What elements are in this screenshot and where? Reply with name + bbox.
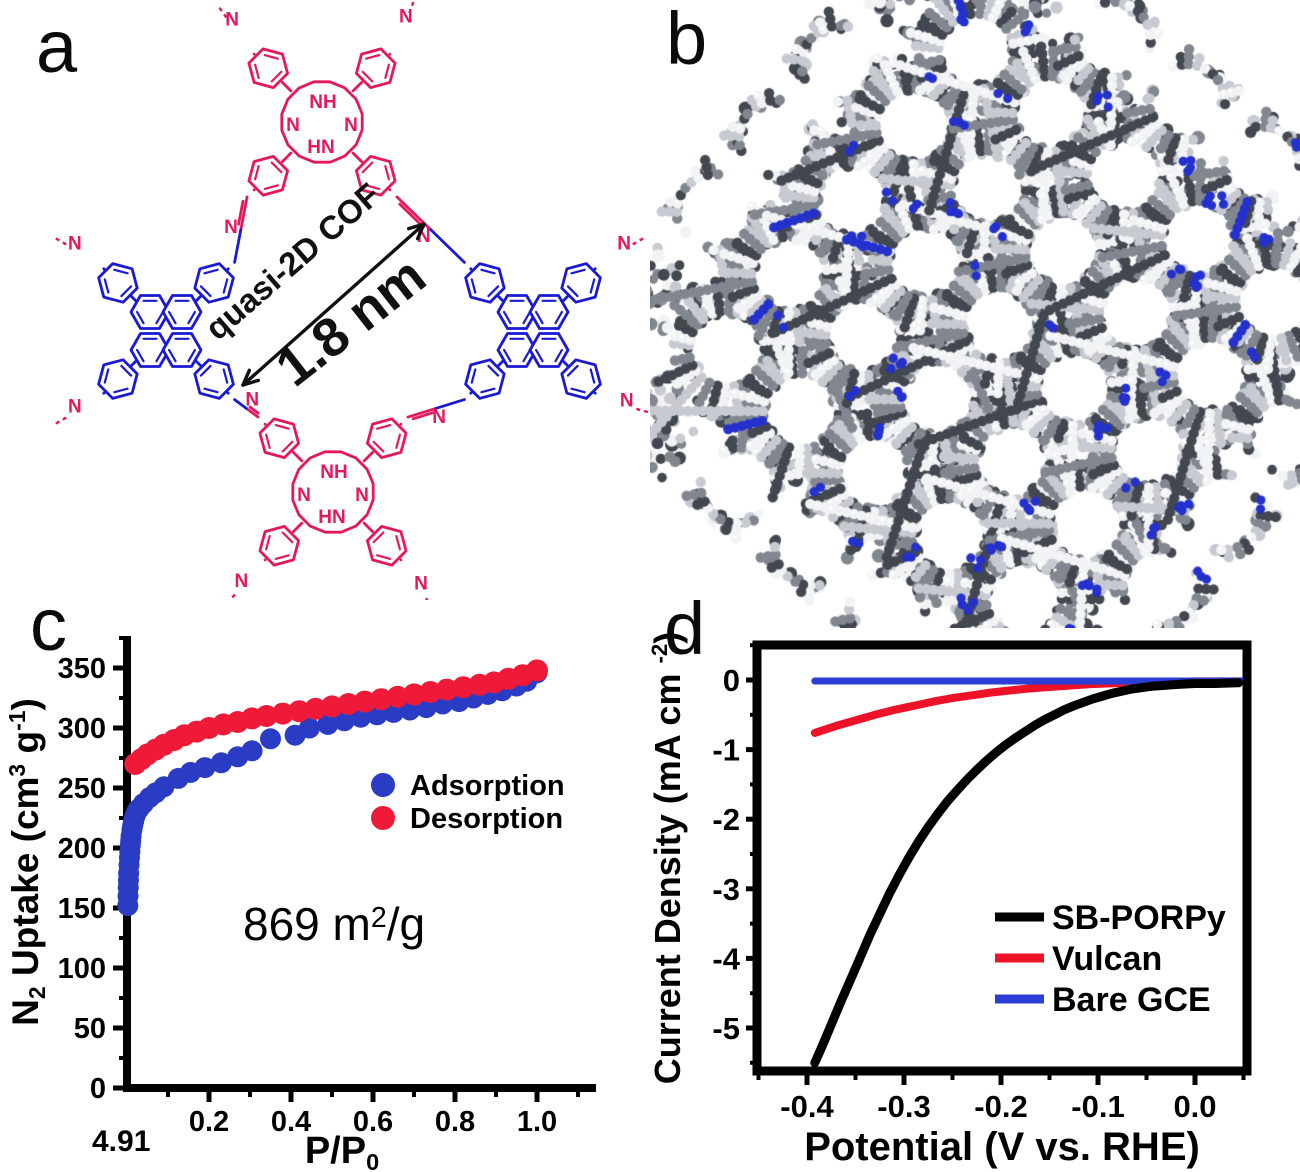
- c-data-point: [452, 676, 475, 699]
- c-data-point: [333, 710, 355, 732]
- terminal-imine-label: N: [234, 571, 248, 592]
- c-data-point: [260, 728, 281, 750]
- d-x-axis-title: Potential (V vs. RHE): [804, 1125, 1200, 1169]
- imine-link-label: N: [432, 407, 446, 428]
- c-x-tick-label: 0.2: [189, 1106, 229, 1138]
- panel-c-letter: c: [30, 583, 67, 666]
- c-legend-marker: [371, 806, 395, 830]
- c-legend-label: Desorption: [410, 803, 563, 835]
- c-y-tick-label: 150: [58, 893, 106, 925]
- panel-d-letter: d: [664, 587, 706, 670]
- d-x-tick-label: 0.0: [1173, 1089, 1216, 1124]
- c-data-point: [255, 705, 278, 727]
- d-y-tick-label: -1: [712, 733, 740, 768]
- c-y-axis-title: N2 Uptake (cm3 g-1): [4, 698, 50, 1026]
- porphyrin-nh-label: NH: [309, 92, 336, 113]
- c-data-point: [241, 740, 263, 762]
- terminal-imine-label: N: [68, 397, 82, 418]
- lsv-polarization-chart: 0 -1 -2 -3 -4 -5 -0.4 -0.3 -0.2 -0.1 0.0Potential …: [650, 632, 1252, 1169]
- panel-d-lsv: 0 -1 -2 -3 -4 -5 -0.4 -0.3 -0.2 -0.1 0.0 Potential …: [650, 580, 1300, 1172]
- d-y-axis-title: Current Density (mA cm -2): [650, 632, 688, 1085]
- d-x-tick-label: -0.2: [974, 1089, 1027, 1124]
- c-data-point: [210, 752, 232, 774]
- c-y-tick-label: 100: [58, 953, 106, 985]
- d-y-tick-label: -2: [712, 802, 740, 837]
- d-legend-label: Bare GCE: [1052, 981, 1211, 1019]
- c-y-tick-label: 200: [58, 833, 106, 865]
- c-x-tick-label: 0.4: [271, 1106, 311, 1138]
- c-data-point: [526, 659, 548, 682]
- d-y-tick-label: -5: [712, 1011, 740, 1046]
- c-legend-marker: [371, 773, 395, 797]
- terminal-imine-label: N: [617, 233, 631, 254]
- porphyrin-n-label: N: [286, 115, 300, 136]
- imine-link-label: N: [224, 217, 238, 238]
- d-x-tick-label: -0.4: [780, 1089, 834, 1124]
- c-data-point: [337, 693, 360, 715]
- c-x-tick-label: 0.8: [435, 1106, 475, 1138]
- c-data-point: [271, 702, 294, 725]
- panel-b-letter: b: [666, 0, 708, 80]
- porphyrin-nh-label: NH: [320, 462, 347, 483]
- c-x-tick-label: 1.0: [517, 1106, 557, 1138]
- terminal-imine-label: N: [68, 233, 82, 254]
- d-y-tick-label: -4: [712, 941, 740, 976]
- d-x-tick-label: -0.1: [1071, 1089, 1124, 1124]
- c-y-tick-label: 350: [58, 653, 106, 685]
- c-y-tick-label: 0: [90, 1073, 106, 1105]
- c-data-point: [317, 713, 339, 735]
- molecular-model-image: [650, 0, 1300, 628]
- d-curve-sb-porpy: [810, 678, 1243, 1067]
- panel-a-letter: a: [36, 5, 78, 88]
- d-y-tick-label: -3: [712, 872, 740, 907]
- d-x-tick-label: -0.3: [877, 1089, 930, 1124]
- imine-link-label: N: [245, 389, 259, 410]
- terminal-imine-label: N: [620, 390, 634, 411]
- c-x-tick-label: 0.6: [353, 1106, 393, 1138]
- c-surface-area-annotation: 869 m2/g: [243, 898, 425, 950]
- d-legend-label: Vulcan: [1052, 940, 1162, 978]
- c-data-point: [403, 683, 425, 706]
- terminal-imine-label: N: [414, 573, 428, 594]
- c-data-point: [194, 757, 216, 779]
- c-data-point: [321, 695, 343, 718]
- panel-c-isotherm: 0 50 100 150 200 250 300 350 0.2 0.4 0.6 0.8 1.0 P/P0…: [0, 600, 650, 1172]
- porphyrin-hn-label: HN: [307, 137, 334, 158]
- c-data-point: [298, 717, 320, 739]
- porphyrin-n-label: N: [344, 115, 358, 136]
- c-x-axis-title: P/P0: [305, 1130, 379, 1172]
- porphyrin-n-label: N: [297, 485, 311, 506]
- c-data-point: [419, 681, 442, 703]
- c-data-point: [288, 700, 311, 723]
- d-legend-label: SB-PORPy: [1052, 899, 1226, 937]
- c-data-point: [386, 685, 409, 708]
- c-y-tick-label: 300: [58, 713, 106, 745]
- porphyrin-hn-label: HN: [318, 507, 345, 528]
- c-y-tick-label: 50: [74, 1013, 106, 1045]
- c-data-point: [353, 690, 376, 713]
- c-y-tick-label: 250: [58, 773, 106, 805]
- c-legend-label: Adsorption: [410, 770, 565, 802]
- n2-isotherm-chart: 0 50 100 150 200 250 300 350 0.2 0.4 0.6 0.8 1.0 P/P0…: [4, 636, 596, 1172]
- d-y-tick-label: 0: [723, 663, 740, 698]
- panel-b-model: [650, 0, 1300, 630]
- c-data-point: [370, 688, 393, 711]
- porphyrin-n-label: N: [355, 485, 369, 506]
- terminal-imine-label: N: [225, 10, 239, 31]
- c-data-point: [304, 697, 327, 720]
- c-corner-label: 4.91: [92, 1125, 150, 1158]
- c-data-point: [435, 678, 458, 701]
